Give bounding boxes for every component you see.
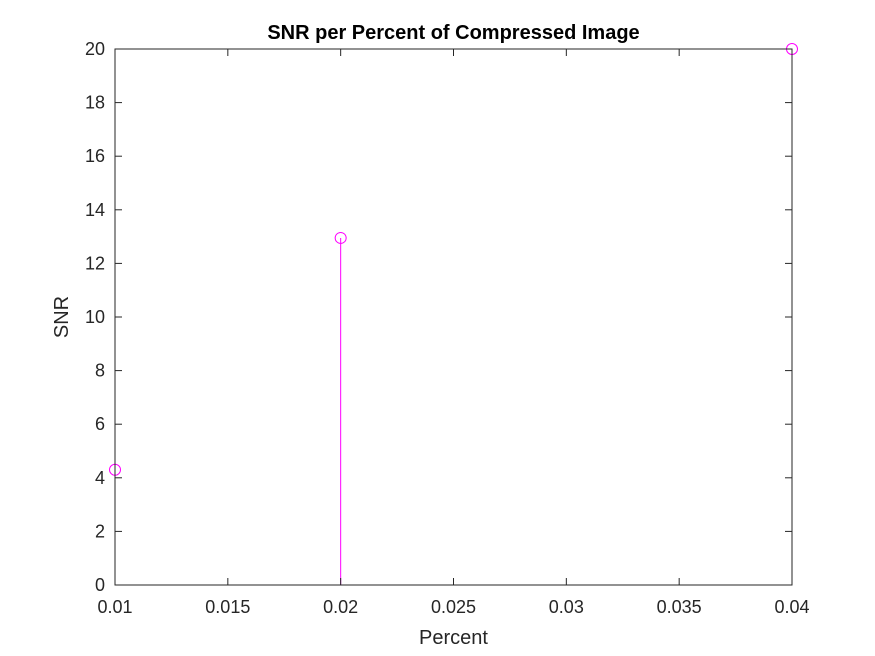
y-axis-label: SNR: [51, 296, 73, 338]
x-tick-label: 0.04: [774, 597, 809, 617]
y-tick-label: 4: [95, 468, 105, 488]
axes-background: [115, 49, 792, 585]
y-tick-label: 10: [85, 307, 105, 327]
x-tick-label: 0.025: [431, 597, 476, 617]
chart-title: SNR per Percent of Compressed Image: [267, 22, 639, 44]
x-tick-label: 0.01: [97, 597, 132, 617]
y-tick-label: 16: [85, 146, 105, 166]
x-tick-label: 0.03: [549, 597, 584, 617]
y-tick-label: 0: [95, 575, 105, 595]
y-tick-label: 12: [85, 253, 105, 273]
plot-area: [115, 49, 792, 585]
stem-marker: [334, 231, 347, 244]
y-tick-label: 2: [95, 521, 105, 541]
x-tick-label: 0.015: [205, 597, 250, 617]
x-tick-label: 0.035: [657, 597, 702, 617]
x-tick-label: 0.02: [323, 597, 358, 617]
axis-ticks: 0.01 0.015 0.02 0.025 0.03 0.035 0.04 0 2 4 6 8 10 12…: [85, 39, 810, 617]
y-tick-label: 8: [95, 361, 105, 381]
y-tick-label: 6: [95, 414, 105, 434]
y-tick-label: 20: [85, 39, 105, 59]
y-tick-label: 14: [85, 200, 105, 220]
y-tick-label: 18: [85, 93, 105, 113]
x-axis-label: Percent: [419, 627, 488, 649]
